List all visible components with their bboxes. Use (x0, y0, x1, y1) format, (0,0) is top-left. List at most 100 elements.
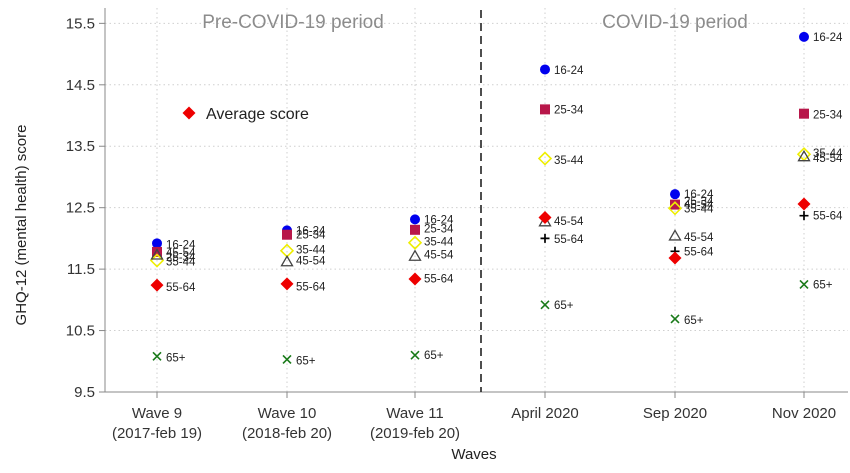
point-25-34 (540, 104, 550, 115)
y-tick-label: 12.5 (66, 200, 95, 217)
point-label: 55-64 (166, 282, 196, 294)
y-tick-label: 10.5 (66, 323, 95, 340)
point-55-64 (540, 233, 550, 243)
point-25-34 (799, 108, 809, 119)
y-axis-title: GHQ-12 (mental health) score (13, 125, 30, 326)
point-65 (282, 354, 292, 365)
axis-layer: 9.5 10.5 11.5 12.5 13.5 14.5 15.5 Wave 9 (2017-f… (66, 8, 848, 442)
point-35-44 (407, 235, 423, 250)
point-65 (152, 351, 162, 361)
point-label: 65+ (554, 300, 574, 312)
point-16-24 (670, 189, 680, 200)
point-16-24 (540, 64, 550, 75)
point-label: 35-44 (813, 148, 843, 160)
point-label: 65+ (166, 353, 186, 365)
point-label: 16-24 (554, 65, 584, 77)
point-label: 25-34 (684, 196, 714, 208)
point-65 (799, 279, 809, 290)
point-label: 65+ (296, 356, 316, 368)
point-25-34 (670, 199, 680, 210)
point-45-54 (280, 254, 294, 267)
point-label: 55-64 (424, 273, 454, 285)
marker-layer (149, 31, 812, 365)
point-label: 45-54 (296, 256, 326, 268)
y-tick-label: 9.5 (74, 384, 95, 401)
period-label: COVID-19 period (602, 12, 748, 33)
x-tick-sublabel: (2018-feb 20) (242, 425, 332, 442)
point-label: 35-44 (684, 203, 714, 215)
point-65 (540, 300, 550, 310)
point-label: 55-64 (684, 246, 714, 258)
point-45-54 (797, 149, 811, 162)
point-45-54 (408, 249, 422, 261)
point-label: 35-44 (296, 244, 326, 256)
point-25-34 (152, 246, 162, 257)
point-35-44 (537, 151, 553, 166)
point-label: 55-64 (554, 234, 584, 246)
x-axis-title: Waves (451, 446, 496, 463)
point-label: 45-54 (684, 232, 714, 244)
point-label: 45-54 (684, 200, 714, 212)
point-label: 25-34 (554, 104, 584, 116)
point-label: 55-64 (296, 281, 326, 293)
point-label: 45-54 (813, 153, 843, 165)
point-label: 35-44 (424, 236, 454, 248)
point-16-24 (152, 238, 162, 249)
point-16-24 (410, 214, 420, 225)
point-55-64 (799, 211, 809, 221)
point-average-score (797, 197, 811, 211)
label-layer: 16-2445-5425-3435-4455-6465+16-2425-3435… (166, 32, 843, 368)
point-label: 16-24 (166, 240, 196, 252)
point-label: 45-54 (166, 248, 196, 260)
point-label: 16-24 (424, 214, 454, 226)
point-16-24 (799, 31, 809, 42)
point-average-score (538, 211, 552, 225)
point-label: 16-24 (684, 189, 714, 201)
point-label: 65+ (424, 350, 444, 362)
point-label: 65+ (813, 279, 833, 291)
x-tick-label: Wave 9 (132, 405, 182, 422)
x-tick-label: Sep 2020 (643, 405, 707, 422)
point-65 (670, 314, 680, 324)
point-average-score (150, 278, 164, 292)
point-25-34 (282, 229, 292, 240)
point-label: 25-34 (813, 109, 843, 121)
legend-label: Average score (206, 106, 309, 123)
point-label: 35-44 (166, 257, 196, 269)
point-label: 65+ (684, 315, 704, 327)
point-label: 55-64 (813, 211, 843, 223)
period-label: Pre-COVID-19 period (202, 12, 384, 33)
x-tick-label: Wave 10 (258, 405, 317, 422)
x-tick-label: Wave 11 (386, 405, 444, 422)
y-tick-label: 15.5 (66, 15, 95, 32)
point-average-score (668, 251, 682, 265)
x-tick-sublabel: (2019-feb 20) (370, 425, 460, 442)
point-35-44 (279, 243, 295, 258)
legend-layer: Average score (182, 106, 309, 123)
grid-layer (105, 8, 848, 393)
x-tick-label: Nov 2020 (772, 405, 836, 422)
point-label: 35-44 (554, 155, 584, 167)
legend-marker-average-score (182, 106, 196, 120)
point-65 (410, 350, 420, 360)
x-tick-label: April 2020 (511, 405, 579, 422)
x-tick-sublabel: (2017-feb 19) (112, 425, 202, 442)
point-35-44 (667, 201, 683, 216)
point-label: 16-24 (296, 225, 326, 237)
point-label: 45-54 (424, 249, 454, 261)
point-average-score (408, 272, 422, 286)
point-label: 16-24 (813, 32, 843, 44)
point-label: 25-34 (296, 230, 326, 242)
y-tick-label: 13.5 (66, 138, 95, 155)
period-layer: Pre-COVID-19 period COVID-19 period (202, 10, 748, 392)
point-label: 45-54 (554, 216, 584, 228)
y-tick-label: 14.5 (66, 77, 95, 94)
point-25-34 (410, 224, 420, 235)
point-label: 25-34 (166, 252, 196, 264)
point-45-54 (150, 248, 164, 260)
y-tick-label: 11.5 (67, 261, 95, 278)
point-45-54 (668, 229, 682, 241)
point-average-score (280, 277, 294, 291)
point-label: 25-34 (424, 224, 454, 236)
